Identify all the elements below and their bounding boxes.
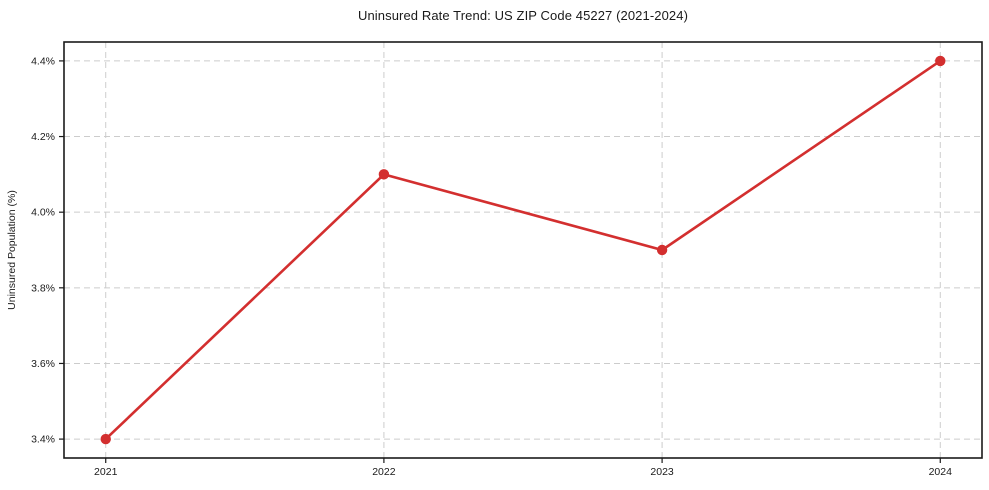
y-tick-label: 4.2% [31,131,55,143]
x-tick-label: 2024 [929,466,953,478]
x-tick-label: 2022 [372,466,396,478]
y-axis-label: Uninsured Population (%) [6,190,18,310]
y-tick-label: 4.0% [31,207,55,219]
x-tick-label: 2021 [94,466,118,478]
y-tick-label: 3.8% [31,282,55,294]
data-point-2022 [378,169,390,180]
plot-border [63,41,983,459]
y-tick-label: 3.4% [31,434,55,446]
chart-title: Uninsured Rate Trend: US ZIP Code 45227 … [357,8,689,23]
y-tick-label: 4.4% [31,55,55,67]
data-point-2021 [100,433,111,445]
x-tick-label: 2023 [650,466,674,478]
y-tick-label: 3.6% [31,358,55,370]
data-point-2023 [656,244,668,256]
trend-line [104,59,942,441]
data-point-2024 [935,55,946,67]
